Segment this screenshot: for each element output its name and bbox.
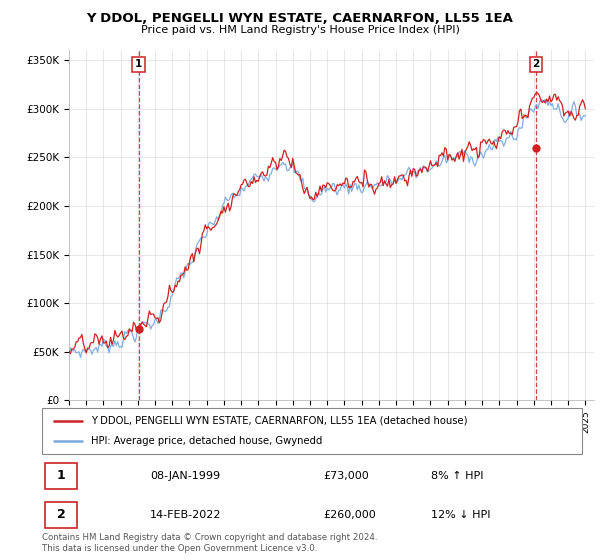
- Text: 08-JAN-1999: 08-JAN-1999: [150, 471, 220, 480]
- FancyBboxPatch shape: [45, 502, 77, 528]
- Text: £260,000: £260,000: [323, 510, 376, 520]
- Text: Contains HM Land Registry data © Crown copyright and database right 2024.
This d: Contains HM Land Registry data © Crown c…: [42, 533, 377, 553]
- FancyBboxPatch shape: [45, 463, 77, 489]
- Text: 14-FEB-2022: 14-FEB-2022: [150, 510, 221, 520]
- Text: 8% ↑ HPI: 8% ↑ HPI: [431, 471, 484, 480]
- Text: 1: 1: [56, 469, 65, 482]
- Text: 1: 1: [135, 59, 142, 69]
- Text: 2: 2: [56, 508, 65, 521]
- Text: £73,000: £73,000: [323, 471, 368, 480]
- Text: Price paid vs. HM Land Registry's House Price Index (HPI): Price paid vs. HM Land Registry's House …: [140, 25, 460, 35]
- Text: 12% ↓ HPI: 12% ↓ HPI: [431, 510, 490, 520]
- Text: Y DDOL, PENGELLI WYN ESTATE, CAERNARFON, LL55 1EA: Y DDOL, PENGELLI WYN ESTATE, CAERNARFON,…: [86, 12, 514, 25]
- Text: 2: 2: [532, 59, 539, 69]
- FancyBboxPatch shape: [42, 408, 582, 454]
- Text: HPI: Average price, detached house, Gwynedd: HPI: Average price, detached house, Gwyn…: [91, 436, 322, 446]
- Text: Y DDOL, PENGELLI WYN ESTATE, CAERNARFON, LL55 1EA (detached house): Y DDOL, PENGELLI WYN ESTATE, CAERNARFON,…: [91, 416, 467, 426]
